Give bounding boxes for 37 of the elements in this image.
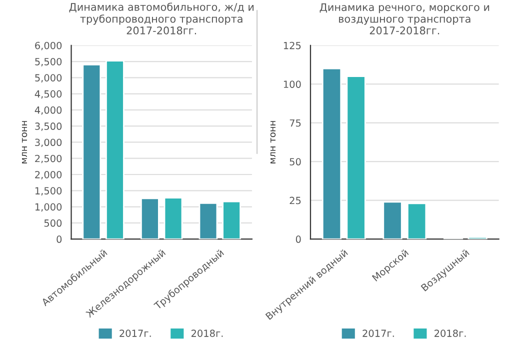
legend-label: 2018г. bbox=[434, 330, 466, 337]
y-tick-label: 1,500 bbox=[35, 187, 62, 196]
y-tick-label: 25 bbox=[290, 196, 301, 204]
bar bbox=[140, 198, 160, 240]
y-tick-label: 5,500 bbox=[35, 58, 62, 66]
y-tick-label: 0 bbox=[56, 236, 62, 243]
y-tick-label: 4,500 bbox=[34, 90, 62, 99]
y-tick-label: 100 bbox=[284, 80, 301, 88]
y-axis-title: млн тонн bbox=[22, 121, 28, 164]
bar bbox=[164, 197, 183, 240]
y-axis-title: млн тонн bbox=[270, 121, 276, 164]
legend-label: 2017г. bbox=[362, 330, 394, 337]
bar bbox=[106, 60, 124, 240]
bar bbox=[407, 202, 427, 240]
bar bbox=[222, 200, 241, 240]
bar bbox=[82, 64, 102, 240]
y-tick-label: 0 bbox=[296, 236, 301, 243]
chart-title: Динамика речного, морского и воздушного транспорта 2017-2018гг. bbox=[320, 3, 490, 34]
y-tick-label: 1,000 bbox=[35, 203, 62, 212]
y-tick-label: 6,000 bbox=[35, 42, 62, 50]
bar bbox=[382, 201, 402, 240]
y-tick-label: 2,500 bbox=[35, 154, 62, 164]
y-tick-label: 4,000 bbox=[34, 106, 62, 115]
bar bbox=[346, 76, 366, 240]
chart-title: Динамика автомобильного, ж/д и трубопроводного транспорта 2017-2018гг. bbox=[69, 2, 254, 34]
bar bbox=[198, 202, 218, 240]
y-tick-label: 75 bbox=[290, 119, 301, 127]
y-tick-label: 500 bbox=[44, 219, 62, 227]
y-tick-label: 5,000 bbox=[35, 74, 62, 82]
y-tick-label: 125 bbox=[284, 42, 301, 50]
y-tick-label: 2,000 bbox=[35, 170, 62, 180]
y-tick-label: 3,500 bbox=[35, 122, 62, 131]
legend-label: 2017г. bbox=[120, 330, 151, 337]
y-tick-label: 3,000 bbox=[35, 138, 62, 148]
legend-label: 2018г. bbox=[191, 330, 223, 337]
y-tick-label: 50 bbox=[290, 158, 301, 166]
bar bbox=[322, 68, 342, 240]
